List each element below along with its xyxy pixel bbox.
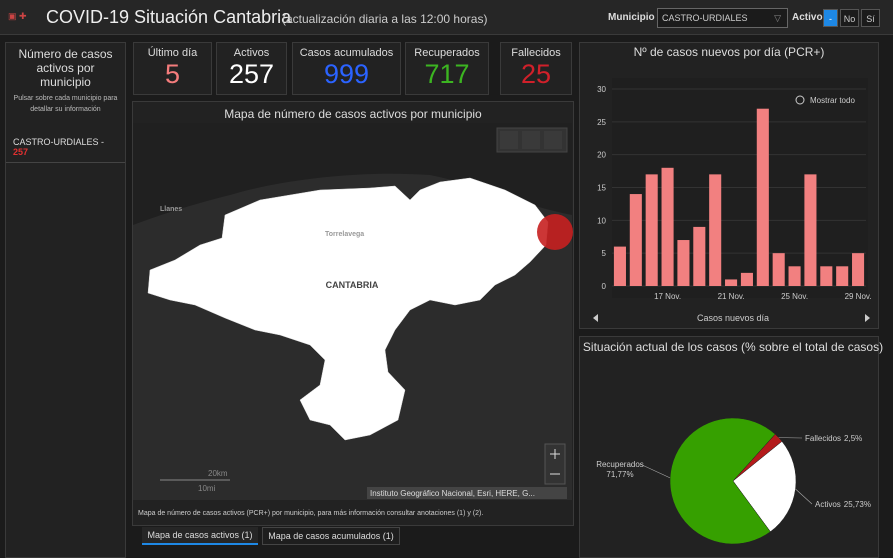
toggle-button[interactable]: No bbox=[840, 9, 859, 27]
chart-title: Situación actual de los casos (% sobre e… bbox=[583, 340, 883, 354]
indicator-value: 257 bbox=[228, 59, 275, 89]
item-value: 257 bbox=[13, 147, 29, 157]
indicator-value: 717 bbox=[424, 59, 470, 89]
leader-line bbox=[795, 488, 813, 505]
indicator: Activos 257 bbox=[216, 42, 287, 95]
indicator: Último día 5 bbox=[133, 42, 212, 95]
toggle-button[interactable]: - bbox=[823, 9, 838, 27]
indicator-value: 5 bbox=[164, 59, 181, 89]
toggle-button[interactable]: Sí bbox=[861, 9, 880, 27]
label-value: 2,5% bbox=[844, 434, 862, 443]
scale-label: 20km bbox=[208, 469, 228, 478]
y-tick-label: 10 bbox=[597, 216, 606, 225]
bar bbox=[852, 253, 865, 286]
leader-line bbox=[639, 463, 671, 479]
subtitle: (actualización diaria a las 12:00 horas) bbox=[282, 12, 488, 26]
y-tick-label: 20 bbox=[597, 151, 606, 160]
scroll-left bbox=[593, 314, 598, 322]
map-title: Mapa de número de casos activos por muni… bbox=[224, 107, 482, 121]
indicator: Casos acumulados 999 bbox=[292, 42, 401, 95]
bar bbox=[740, 272, 753, 286]
chart-title: Nº de casos nuevos por día (PCR+) bbox=[634, 45, 825, 59]
x-tick-label: 25 Nov. bbox=[781, 292, 808, 301]
bar bbox=[756, 108, 769, 286]
attribution-bg bbox=[367, 487, 567, 499]
label-name: Recuperados bbox=[596, 460, 644, 469]
map-note: Mapa de número de casos activos (PCR+) p… bbox=[138, 510, 484, 517]
pie-label: Recuperados 71,77% bbox=[596, 460, 644, 479]
municipio-label: Municipio bbox=[608, 12, 655, 23]
tool-button bbox=[522, 131, 540, 149]
indicator-label: Último día bbox=[147, 47, 198, 59]
bar bbox=[788, 266, 801, 286]
sidebar-hint: Pulsar sobre cada municipio para detalla… bbox=[13, 95, 118, 113]
x-tick-label: 17 Nov. bbox=[654, 292, 681, 301]
bar bbox=[709, 174, 722, 286]
tab[interactable]: Mapa de casos acumulados (1) bbox=[262, 527, 400, 545]
label-name: Activos bbox=[815, 500, 841, 509]
sidebar-title: Número de casos activos por municipio bbox=[18, 47, 113, 89]
pie-slice bbox=[669, 417, 776, 545]
list-item[interactable]: CASTRO-URDIALES - 257 bbox=[6, 137, 125, 163]
tool-button bbox=[544, 131, 562, 149]
bar bbox=[693, 226, 706, 286]
attribution: Instituto Geográfico Nacional, Esri, HER… bbox=[370, 489, 535, 498]
bar bbox=[725, 279, 738, 286]
bar bbox=[804, 174, 817, 286]
bar bbox=[836, 266, 849, 286]
bar bbox=[772, 253, 785, 286]
bar bbox=[613, 246, 626, 286]
label-name: Fallecidos bbox=[805, 434, 841, 443]
y-tick-label: 25 bbox=[597, 118, 606, 127]
bar bbox=[645, 174, 658, 286]
indicator: Recuperados 717 bbox=[405, 42, 489, 95]
y-tick-label: 30 bbox=[597, 85, 606, 94]
scale-label: 10mi bbox=[198, 484, 216, 493]
zoom-icon bbox=[795, 95, 805, 105]
active-cases-bubble bbox=[537, 214, 573, 250]
region-shape bbox=[147, 177, 549, 441]
y-tick-label: 5 bbox=[602, 249, 607, 258]
header: ▣ ✚ COVID-19 Situación Cantabria (actual… bbox=[0, 0, 893, 35]
x-tick-label: 29 Nov. bbox=[845, 292, 872, 301]
indicator-label: Recuperados bbox=[414, 47, 480, 59]
bar bbox=[677, 240, 690, 286]
indicator-value: 999 bbox=[323, 59, 370, 89]
select-value: CASTRO-URDIALES bbox=[662, 13, 748, 23]
indicator-label: Casos acumulados bbox=[299, 47, 394, 59]
zoom-label: Mostrar todo bbox=[810, 96, 855, 105]
tab[interactable]: Mapa de casos activos (1) bbox=[142, 527, 258, 545]
pie-label: Activos 25,73% bbox=[815, 500, 871, 509]
logo: ▣ ✚ bbox=[8, 11, 27, 21]
title: COVID-19 Situación Cantabria bbox=[46, 7, 292, 27]
scroll-right bbox=[865, 314, 870, 322]
sidebar: Número de casos activos por municipio Pu… bbox=[5, 42, 126, 558]
y-tick-label: 15 bbox=[597, 184, 606, 193]
y-tick-label: 0 bbox=[602, 282, 607, 291]
item-label: CASTRO-URDIALES - bbox=[13, 137, 105, 147]
municipio-select[interactable]: CASTRO-URDIALES ▽ bbox=[657, 8, 788, 28]
pie-label: Fallecidos 2,5% bbox=[805, 434, 862, 443]
indicator-label: Fallecidos bbox=[511, 47, 561, 59]
bar bbox=[661, 167, 674, 286]
place-label: CANTABRIA bbox=[326, 280, 379, 290]
chevron: ▽ bbox=[774, 13, 781, 23]
x-axis-label: Casos nuevos día bbox=[697, 313, 769, 323]
indicator: Fallecidos 25 bbox=[500, 42, 572, 95]
activo-label: Activo bbox=[792, 12, 823, 23]
indicator-label: Activos bbox=[233, 47, 270, 59]
bar bbox=[820, 266, 833, 286]
sea bbox=[133, 123, 572, 225]
place-label: Llanes bbox=[160, 206, 182, 213]
indicator-value: 25 bbox=[520, 59, 552, 89]
label-value: 25,73% bbox=[844, 500, 871, 509]
x-tick-label: 21 Nov. bbox=[718, 292, 745, 301]
bar bbox=[629, 194, 642, 286]
label-value: 71,77% bbox=[606, 470, 633, 479]
place-label: Torrelavega bbox=[325, 231, 364, 238]
tool-button bbox=[500, 131, 518, 149]
